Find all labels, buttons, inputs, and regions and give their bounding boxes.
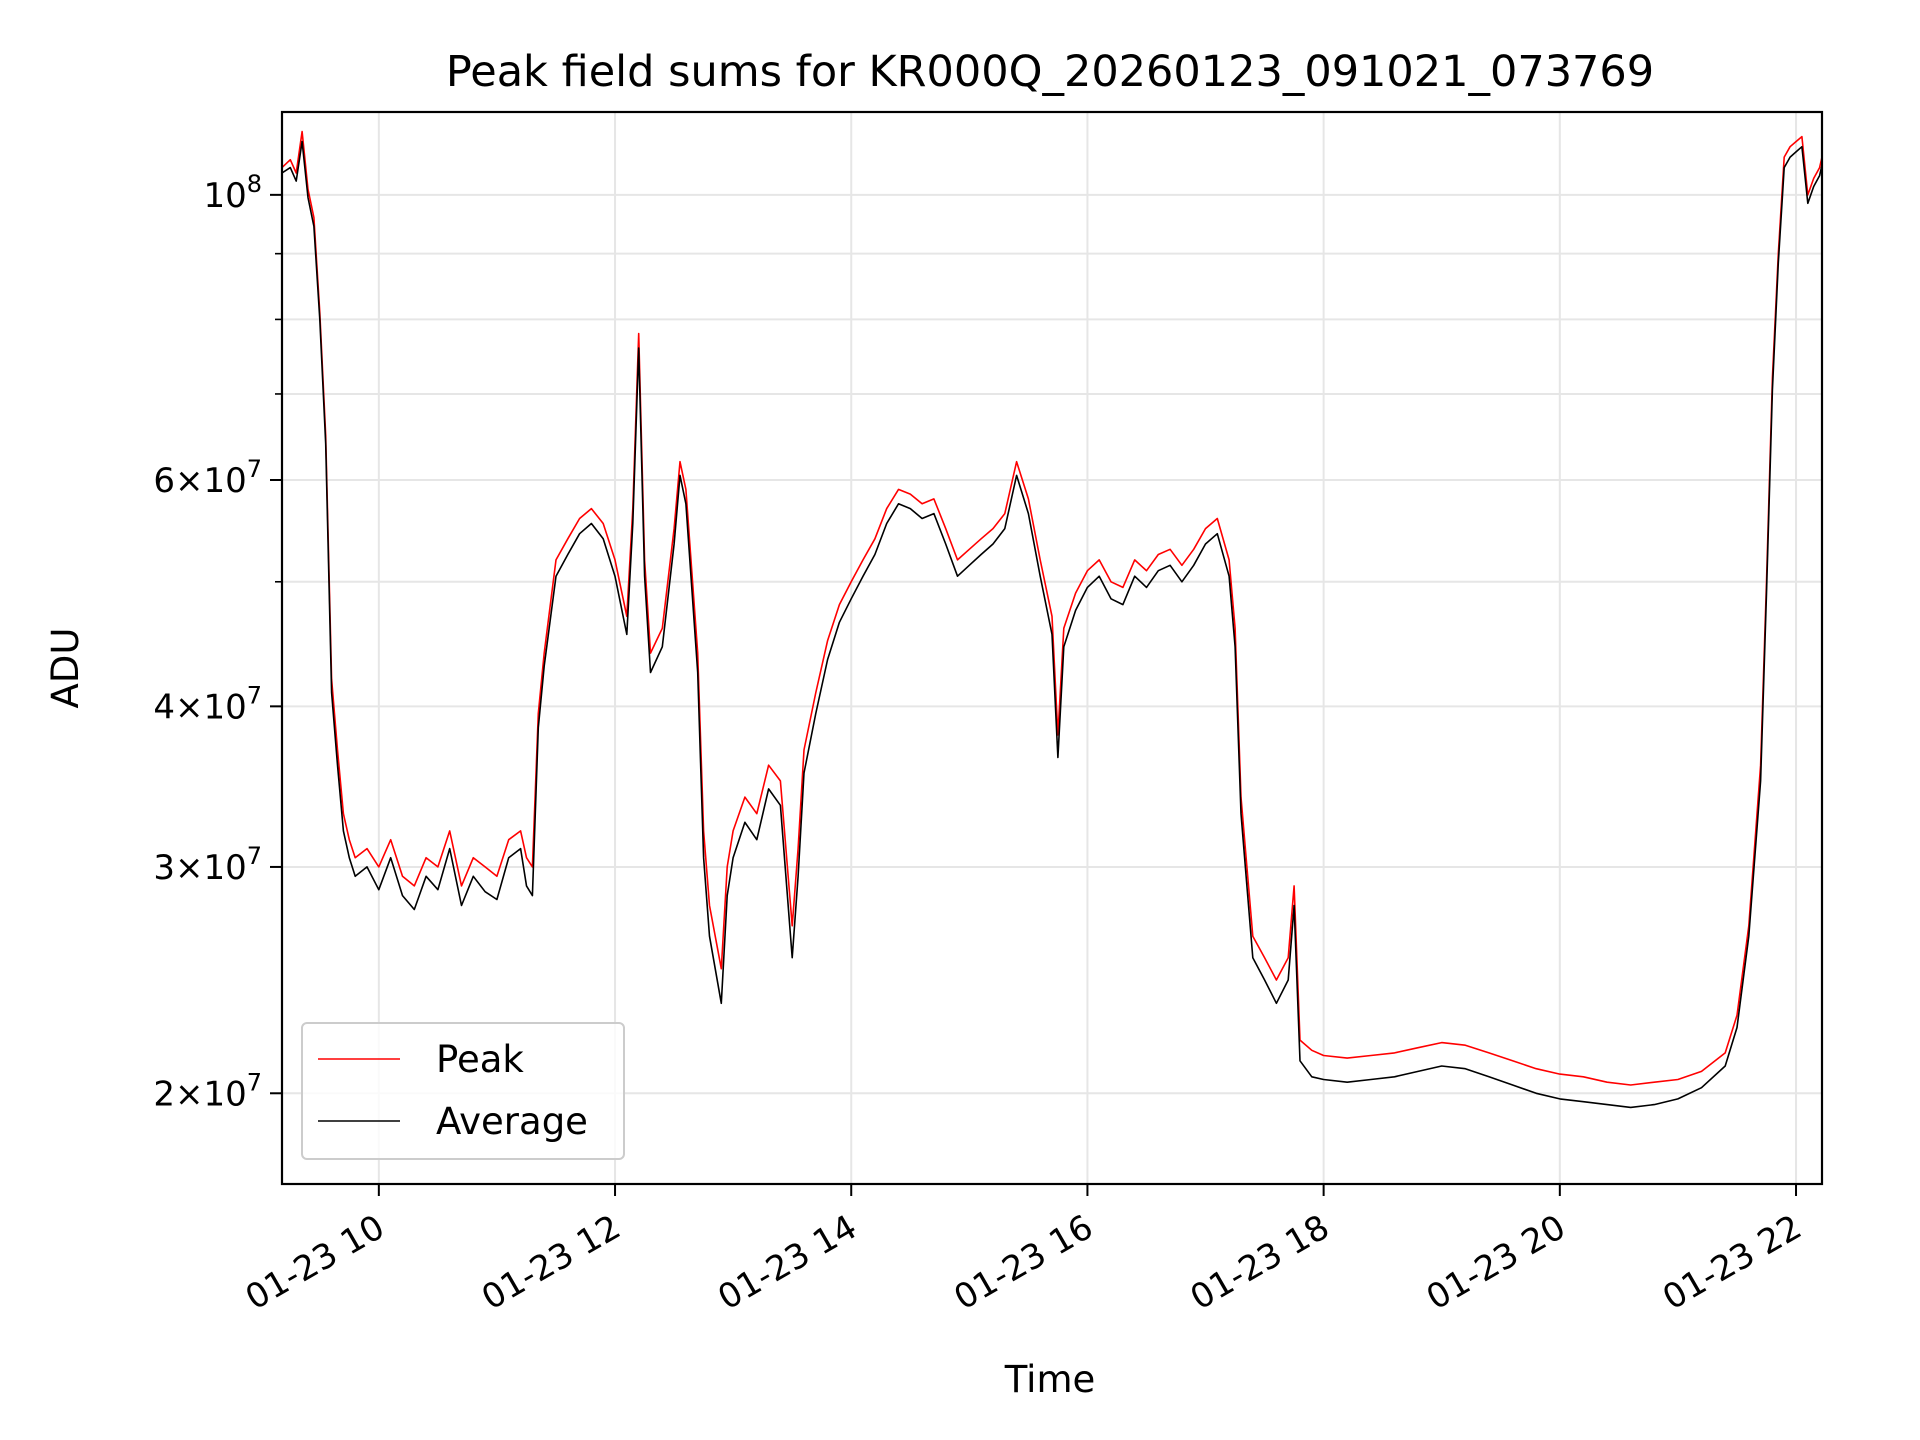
y-tick-label: 4×107: [153, 681, 262, 727]
y-tick-label: 3×107: [153, 842, 262, 888]
y-tick-label: 108: [203, 170, 262, 216]
plot-frame: [280, 110, 1824, 1186]
x-axis-label: Time: [1004, 1358, 1096, 1401]
legend-box: [301, 1022, 625, 1160]
series-lines: [282, 130, 1822, 1109]
y-axis-label: ADU: [44, 628, 87, 709]
y-tick-label: 6×107: [153, 455, 262, 501]
series-line-peak: [282, 130, 1822, 1086]
series-line-average: [282, 140, 1822, 1109]
y-axis: 2×107 3×107 4×107 6×107 108: [153, 170, 282, 1114]
legend-average-label: Average: [436, 1100, 588, 1143]
series-clip-group: [282, 130, 1822, 1109]
grid: [282, 112, 1822, 1184]
legend-peak-label: Peak: [436, 1038, 524, 1081]
chart-title: Peak field sums for KR000Q_20260123_0910…: [446, 47, 1654, 97]
y-tick-label: 2×107: [153, 1068, 262, 1114]
legend: Peak Average: [301, 1022, 625, 1160]
